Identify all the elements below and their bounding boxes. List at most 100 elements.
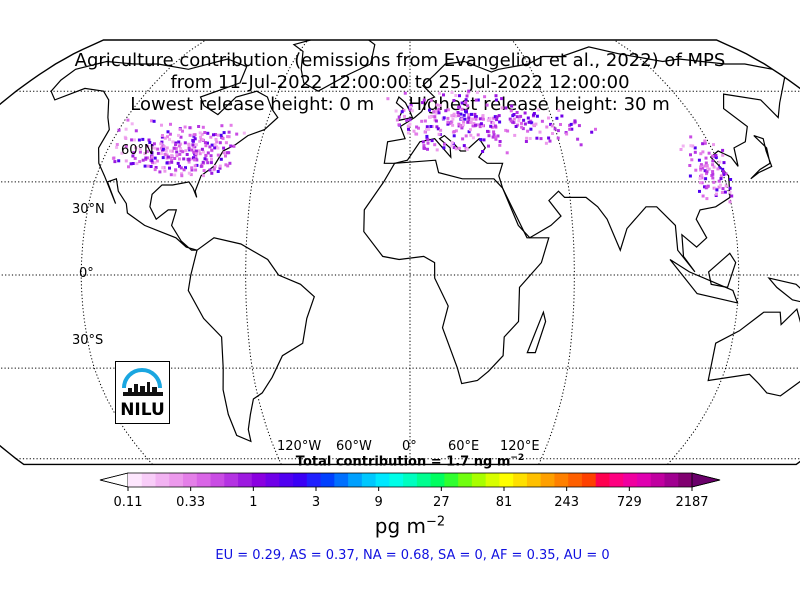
hotspot-cell — [195, 163, 199, 167]
hotspot-cell — [406, 131, 410, 135]
hotspot-cell — [705, 164, 709, 168]
hotspot-cell — [714, 156, 718, 159]
hotspot-cell — [429, 98, 433, 102]
hotspot-cell — [693, 150, 697, 154]
colorbar-cell — [403, 473, 418, 487]
colorbar-cell — [334, 473, 349, 487]
colorbar-cell — [609, 473, 624, 487]
hotspot-cell — [124, 159, 128, 163]
hotspot-cell — [705, 197, 709, 201]
hotspot-cell — [179, 142, 183, 146]
hotspot-cell — [202, 150, 205, 154]
hotspot-cell — [199, 164, 203, 168]
hotspot-cell — [160, 123, 163, 127]
hotspot-cell — [169, 149, 173, 153]
hotspot-cell — [409, 105, 412, 109]
lat-label-30s: 30°S — [72, 333, 104, 348]
hotspot-cell — [232, 144, 236, 148]
hotspot-cell — [126, 118, 130, 122]
hotspot-cell — [425, 125, 429, 129]
hotspot-cell — [730, 194, 734, 198]
hotspot-cell — [717, 179, 721, 183]
colorbar-cell — [568, 473, 583, 487]
hotspot-cell — [691, 144, 695, 148]
hotspot-cell — [704, 156, 708, 160]
hotspot-cell — [172, 146, 176, 150]
hotspot-cell — [463, 117, 467, 121]
hotspot-cell — [179, 135, 183, 139]
hotspot-cell — [535, 136, 539, 140]
hotspot-cell — [509, 109, 513, 113]
hotspot-cell — [178, 157, 181, 161]
hotspot-cell — [576, 137, 580, 141]
hotspot-cell — [487, 134, 491, 138]
hotspot-cell — [162, 145, 166, 149]
hotspot-cell — [408, 118, 412, 122]
hotspot-cell — [523, 122, 527, 126]
hotspot-cell — [446, 120, 450, 124]
hotspot-cell — [192, 150, 196, 154]
hotspot-cell — [703, 141, 707, 145]
colorbar-cell — [155, 473, 170, 487]
hotspot-cell — [719, 183, 722, 187]
hotspot-cell — [486, 129, 489, 133]
hotspot-cell — [410, 109, 414, 113]
colorbar-tick-label: 0.11 — [113, 495, 143, 510]
hotspot-cell — [471, 136, 475, 140]
hotspot-cell — [433, 143, 437, 147]
hotspot-cell — [457, 124, 461, 128]
hotspot-cell — [130, 138, 134, 142]
hotspot-cell — [594, 127, 597, 131]
hotspot-cell — [474, 123, 477, 127]
hotspot-cell — [218, 164, 222, 168]
hotspot-cell — [435, 125, 439, 129]
hotspot-cell — [421, 140, 425, 144]
hotspot-cell — [485, 103, 489, 107]
hotspot-cell — [169, 156, 173, 160]
hotspot-cell — [204, 153, 208, 157]
hotspot-cell — [439, 128, 443, 132]
hotspot-cell — [127, 165, 130, 169]
hotspot-cell — [530, 121, 534, 125]
hotspot-cell — [194, 152, 198, 156]
coastline-japan — [750, 135, 773, 180]
hotspot-cell — [532, 113, 536, 117]
hotspot-cell — [434, 109, 438, 113]
hotspot-cell — [509, 119, 513, 123]
colorbar-cell — [265, 473, 280, 487]
hotspot-cell — [493, 115, 497, 119]
colorbar-min-arrow — [99, 472, 129, 488]
hotspot-cell — [442, 93, 445, 97]
hotspot-cell — [213, 143, 217, 147]
hotspot-cell — [150, 155, 154, 159]
colorbar-tick-label: 0.33 — [176, 495, 206, 510]
hotspot-cell — [473, 115, 477, 119]
hotspot-cell — [458, 94, 461, 98]
hotspot-cell — [159, 142, 163, 146]
title-line-1: Agriculture contribution (emissions from… — [74, 50, 726, 71]
hotspot-cell — [183, 141, 187, 145]
hotspot-cell — [720, 191, 724, 194]
hotspot-cell — [415, 125, 419, 129]
hotspot-cell — [728, 200, 732, 204]
hotspot-cell — [203, 141, 207, 145]
hotspot-cell — [492, 133, 496, 136]
hotspot-cell — [177, 144, 181, 148]
hotspot-cell — [170, 158, 174, 162]
graticule — [0, 40, 800, 465]
hotspot-cell — [711, 172, 715, 176]
hotspot-cell — [181, 129, 184, 133]
hotspot-cell — [191, 139, 195, 143]
hotspot-cell — [163, 169, 167, 173]
hotspot-cell — [422, 98, 426, 102]
hotspot-cell — [490, 120, 494, 124]
hotspot-cell — [180, 174, 184, 178]
hotspot-cell — [508, 117, 512, 121]
hotspot-cell — [450, 144, 454, 148]
hotspot-cell — [130, 122, 134, 126]
hotspot-cell — [133, 156, 137, 160]
hotspot-cell — [403, 91, 407, 95]
hotspot-cell — [573, 119, 577, 123]
hotspot-cell — [159, 152, 163, 156]
hotspot-cell — [426, 138, 430, 142]
